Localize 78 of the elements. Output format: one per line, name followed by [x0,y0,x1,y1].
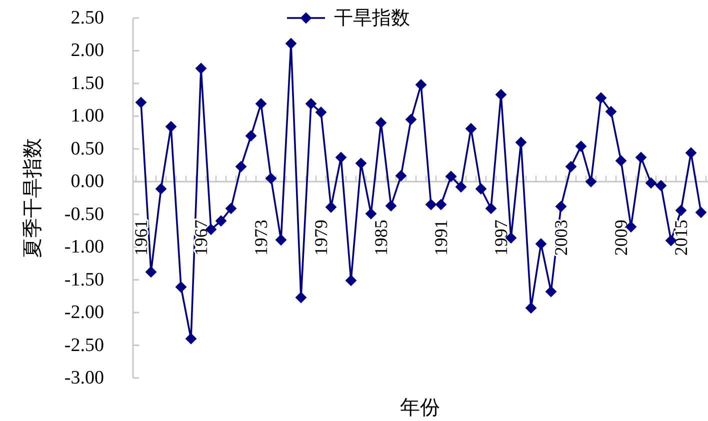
x-tick-label: 1985 [371,220,391,256]
y-tick-label: -3.00 [64,368,104,388]
legend-label: 干旱指数 [334,7,410,29]
point [346,274,356,286]
point [246,130,256,142]
point [306,98,316,110]
point [406,114,416,125]
point [326,202,336,213]
y-tick-label: 2.00 [70,40,104,62]
point [156,183,166,194]
point [276,234,286,246]
y-tick-label: -1.50 [64,269,104,290]
point [596,92,606,104]
y-tick-label: 1.50 [70,72,104,94]
point [376,117,386,128]
point [136,96,146,108]
point [336,152,346,163]
y-tick-label: 0.00 [70,171,104,192]
point [176,282,186,293]
y-tick-label: 0.50 [70,138,104,160]
point [146,266,156,278]
point [496,89,506,100]
point [636,152,646,163]
point [676,204,686,216]
point [686,147,696,158]
point [226,202,236,214]
point [256,98,266,110]
point [386,200,396,212]
point [616,155,626,166]
y-tick-label: 1.00 [70,106,104,127]
x-tick-label: 1991 [431,220,451,256]
point [396,170,406,182]
point [296,292,306,303]
point [236,161,246,172]
point [516,136,526,148]
x-tick-label: 1973 [251,220,271,256]
x-tick-label: 1961 [131,220,151,256]
point [166,121,176,132]
point [646,177,656,188]
point [416,79,426,90]
point [286,38,296,50]
point [186,333,196,344]
point [586,176,596,188]
y-axis-title: 夏季干旱指数 [20,138,44,258]
x-tick-label: 1997 [491,220,511,256]
point [576,140,586,152]
point [426,199,436,210]
point [476,183,486,194]
x-tick-label: 1967 [191,220,211,256]
point [606,106,616,118]
y-tick-label: -2.00 [64,302,104,324]
point [216,215,226,226]
point [366,208,376,220]
point [266,172,276,184]
x-tick-label: 2015 [671,220,691,256]
point [446,170,456,182]
point [656,180,666,192]
y-tick-label: -0.50 [64,204,104,225]
y-tick-label: 2.50 [70,8,104,28]
x-tick-label: 2003 [551,220,571,256]
x-tick-label: 2009 [611,220,631,256]
point [566,161,576,172]
point [316,106,326,118]
point [486,202,496,214]
point [356,158,366,169]
y-tick-label: -1.00 [64,236,104,258]
point [456,181,466,192]
point [546,286,556,298]
x-tick-label: 1979 [311,220,331,256]
point [536,238,546,250]
point [526,302,536,314]
point [696,206,706,218]
point [196,62,206,74]
x-axis-title: 年份 [400,395,440,419]
point [556,201,566,212]
point [466,123,476,134]
point [436,199,446,210]
y-tick-label: -2.50 [64,334,104,356]
